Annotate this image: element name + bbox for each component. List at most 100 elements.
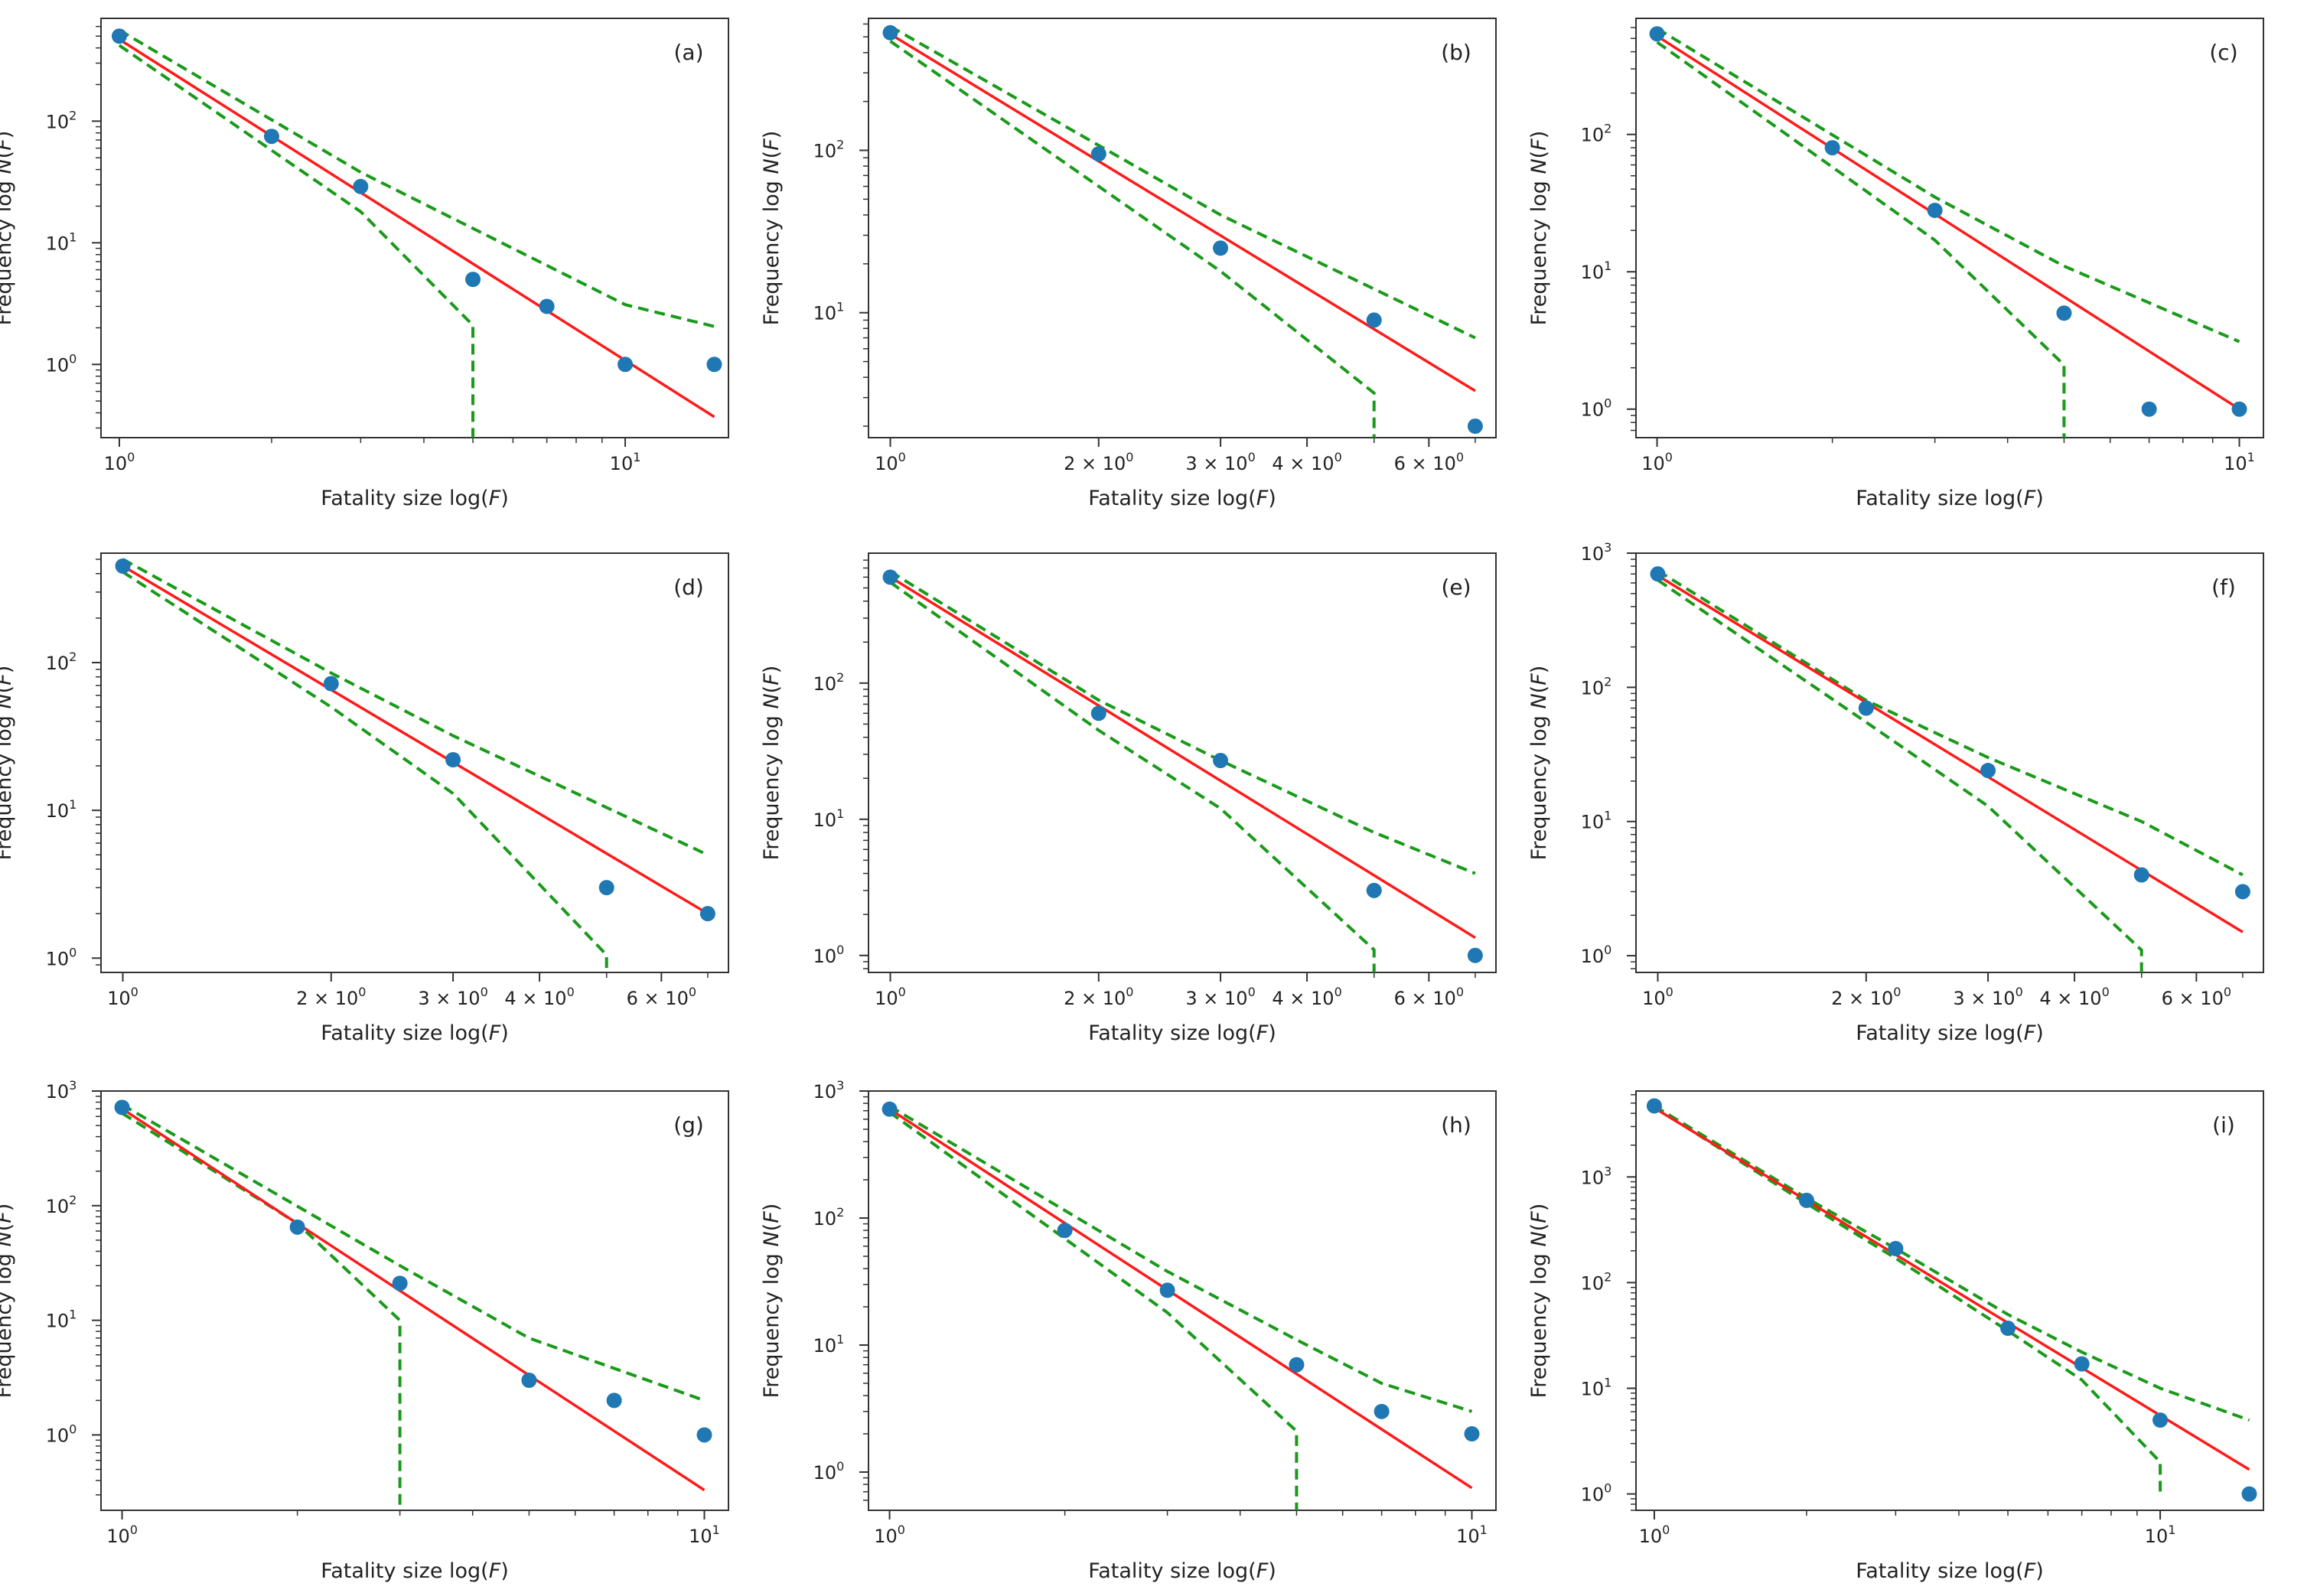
data-point [2241, 1486, 2257, 1502]
chart-panel: 100 101 100 101 102 103 Fatality size log(F) Fr… [760, 1078, 1497, 1583]
panel-label: (e) [1441, 575, 1471, 600]
data-point [2152, 1412, 2169, 1428]
power-law-fit-line [889, 33, 1476, 392]
x-tick-label: 100 [107, 985, 139, 1009]
x-tick-label: 100 [874, 1523, 905, 1547]
power-law-fit-line [118, 38, 715, 419]
data-point [1366, 882, 1382, 898]
data-point [606, 1392, 622, 1409]
x-tick-label: 101 [2224, 450, 2255, 474]
y-axis-label: Frequency log N(F) [1527, 1204, 1551, 1399]
data-point [882, 24, 898, 41]
y-axis-label: Frequency log N(F) [0, 1204, 16, 1399]
y-tick-label: 100 [1581, 1481, 1612, 1506]
power-law-fit-line [1653, 1106, 2250, 1471]
data-point [1650, 566, 1666, 582]
x-tick-label: 101 [689, 1523, 720, 1547]
lower-confidence-line [122, 570, 608, 972]
y-tick-label: 101 [46, 797, 77, 822]
upper-confidence-line [889, 24, 1476, 340]
chart-panel: 100 101 100 101 102 103 Fatality size log(F) Fr… [0, 1078, 729, 1583]
x-tick-label: 2 × 100 [1064, 450, 1133, 474]
x-tick-label: 100 [1642, 985, 1673, 1009]
x-axis-label: Fatality size log(F) [321, 1021, 509, 1045]
x-axis-label: Fatality size log(F) [1088, 487, 1276, 510]
chart-panel: 100 2 × 100 3 × 100 4 × 100 6 × 100 101 102 Fat… [760, 18, 1497, 510]
axes-frame [868, 1090, 1497, 1511]
y-tick-label: 100 [46, 1422, 77, 1446]
y-axis-label: Frequency log N(F) [760, 131, 784, 326]
x-tick-label: 4 × 100 [2039, 985, 2109, 1009]
data-point [263, 129, 279, 145]
data-point [1467, 947, 1483, 963]
x-tick-label: 2 × 100 [1064, 985, 1133, 1009]
data-point [114, 1099, 130, 1116]
data-point [539, 298, 555, 314]
data-point [465, 272, 481, 288]
y-axis-label: Frequency log N(F) [760, 1204, 784, 1399]
lower-confidence-line [118, 44, 474, 438]
data-point [1646, 1098, 1662, 1114]
data-point [392, 1275, 408, 1291]
chart-panel: 100 2 × 100 3 × 100 4 × 100 6 × 100 100 101 102… [0, 552, 729, 1045]
data-point [1888, 1240, 1904, 1256]
x-axis-label: Fatality size log(F) [1088, 1021, 1276, 1045]
x-tick-label: 6 × 100 [627, 985, 696, 1009]
x-axis-label: Fatality size log(F) [1088, 1559, 1276, 1583]
y-tick-label: 101 [813, 300, 845, 324]
data-point [1057, 1223, 1073, 1239]
upper-confidence-line [1657, 569, 2244, 877]
axes-frame [868, 18, 1497, 438]
power-law-fit-line [1657, 574, 2244, 933]
y-tick-label: 101 [46, 1308, 77, 1332]
y-tick-label: 100 [46, 945, 77, 969]
panel-label: (c) [2209, 40, 2237, 65]
lower-confidence-line [889, 40, 1376, 438]
y-tick-label: 103 [1581, 1164, 1612, 1188]
upper-confidence-line [1656, 27, 2240, 344]
x-axis-label: Fatality size log(F) [321, 1559, 509, 1583]
x-tick-label: 100 [875, 450, 906, 474]
y-tick-label: 102 [813, 1205, 845, 1230]
x-tick-label: 101 [2145, 1523, 2176, 1547]
data-point [2141, 401, 2157, 417]
axes-frame [1635, 1090, 2264, 1511]
x-tick-label: 3 × 100 [418, 985, 487, 1009]
y-tick-label: 101 [1581, 809, 1612, 833]
y-tick-label: 102 [46, 108, 77, 132]
y-tick-label: 102 [46, 1193, 77, 1217]
lower-confidence-line [888, 1111, 1299, 1510]
y-tick-label: 102 [1581, 122, 1612, 146]
lower-confidence-line [1656, 41, 2066, 438]
axes-frame [868, 552, 1497, 973]
x-tick-label: 100 [1639, 1523, 1670, 1547]
data-point [323, 676, 339, 692]
power-law-fit-line [889, 575, 1476, 940]
panel-label: (b) [1441, 40, 1471, 65]
data-point [1159, 1282, 1175, 1298]
data-point [1464, 1426, 1480, 1442]
y-axis-label: Frequency log N(F) [1527, 131, 1551, 326]
x-tick-label: 101 [1456, 1523, 1488, 1547]
chart-panel: 100 101 100 101 102 Fatality size log(F) Frequ… [0, 18, 729, 510]
x-tick-label: 4 × 100 [1272, 985, 1341, 1009]
data-point [289, 1219, 305, 1235]
panel-label: (d) [673, 575, 704, 600]
x-tick-label: 100 [106, 1523, 138, 1547]
data-point [1824, 140, 1840, 156]
data-point [1366, 312, 1382, 328]
lower-confidence-line [121, 1112, 402, 1510]
data-point [521, 1372, 537, 1388]
data-point [1927, 202, 1943, 218]
y-tick-label: 101 [46, 230, 77, 254]
x-tick-label: 6 × 100 [1394, 450, 1464, 474]
panel-label: (g) [673, 1112, 704, 1138]
panel-label: (i) [2212, 1112, 2235, 1138]
power-law-fit-line [122, 565, 709, 915]
x-tick-label: 6 × 100 [1394, 985, 1464, 1009]
axes-frame [100, 1090, 729, 1511]
panel-label: (a) [673, 40, 703, 65]
data-point [1213, 753, 1229, 769]
data-point [2056, 305, 2072, 321]
